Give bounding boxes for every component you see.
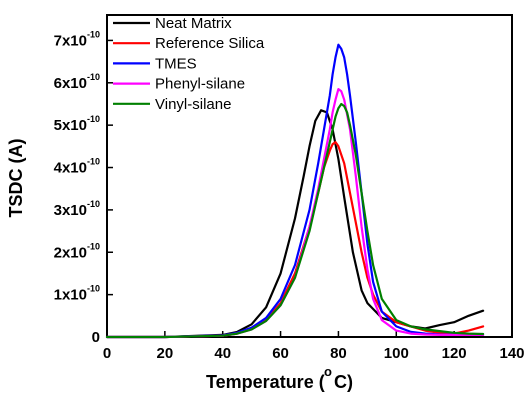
y-tick-exponent: -10: [87, 241, 100, 251]
y-axis-title: TSDC (A): [6, 139, 26, 218]
x-tick-label: 40: [214, 345, 231, 362]
y-axis-ticks: 01x10-102x10-103x10-104x10-105x10-106x10…: [54, 29, 113, 346]
series-line-neat-matrix: [105, 109, 485, 339]
y-tick-label: 1x10-10: [54, 284, 100, 304]
series-line-tmes: [105, 43, 485, 339]
x-tick-label: 80: [330, 345, 347, 362]
legend: Neat Matrix Reference Silica TMES Phenyl-si…: [113, 15, 265, 113]
series-line-vinyl-silane: [105, 102, 485, 339]
series-lines: [105, 43, 485, 339]
x-axis-title-degree: o: [324, 364, 332, 379]
x-tick-label: 120: [442, 345, 467, 362]
x-tick-label: 20: [157, 345, 174, 362]
y-tick-exponent: -10: [87, 29, 100, 39]
y-tick-exponent: -10: [87, 284, 100, 294]
y-tick-label: 6x10-10: [54, 72, 100, 92]
y-tick-label: 0: [92, 329, 100, 346]
y-tick-base: 7x10: [54, 32, 87, 49]
y-tick-label: 4x10-10: [54, 157, 100, 177]
y-tick-exponent: -10: [87, 114, 100, 124]
legend-label: Reference Silica: [155, 35, 265, 52]
x-tick-label: 100: [384, 345, 409, 362]
x-axis-title: Temperature ( o C): [206, 364, 353, 392]
x-tick-label: 0: [103, 345, 111, 362]
y-tick-exponent: -10: [87, 199, 100, 209]
y-tick-exponent: -10: [87, 157, 100, 167]
x-tick-label: 140: [499, 345, 524, 362]
series-line-reference-silica: [105, 141, 485, 339]
y-tick-base: 5x10: [54, 117, 87, 134]
y-tick-base: 6x10: [54, 75, 87, 92]
legend-label: Neat Matrix: [155, 15, 232, 32]
plot-frame: [106, 14, 513, 338]
legend-label: TMES: [155, 55, 197, 72]
x-tick-label: 60: [272, 345, 289, 362]
y-tick-label: 2x10-10: [54, 241, 100, 261]
x-axis-title-main: Temperature (: [206, 372, 325, 392]
y-tick-label: 3x10-10: [54, 199, 100, 219]
y-tick-base: 0: [92, 329, 100, 346]
y-tick-label: 5x10-10: [54, 114, 100, 134]
y-tick-base: 1x10: [54, 287, 87, 304]
y-tick-base: 4x10: [54, 160, 87, 177]
legend-label: Phenyl-silane: [155, 76, 245, 93]
x-axis-title-unit: C): [334, 372, 353, 392]
y-tick-base: 2x10: [54, 244, 87, 261]
y-tick-label: 7x10-10: [54, 29, 100, 49]
y-tick-exponent: -10: [87, 72, 100, 82]
y-tick-base: 3x10: [54, 202, 87, 219]
legend-label: Vinyl-silane: [155, 96, 231, 113]
x-axis-ticks: 0 20 40 60 80 100 120 140: [103, 331, 525, 362]
